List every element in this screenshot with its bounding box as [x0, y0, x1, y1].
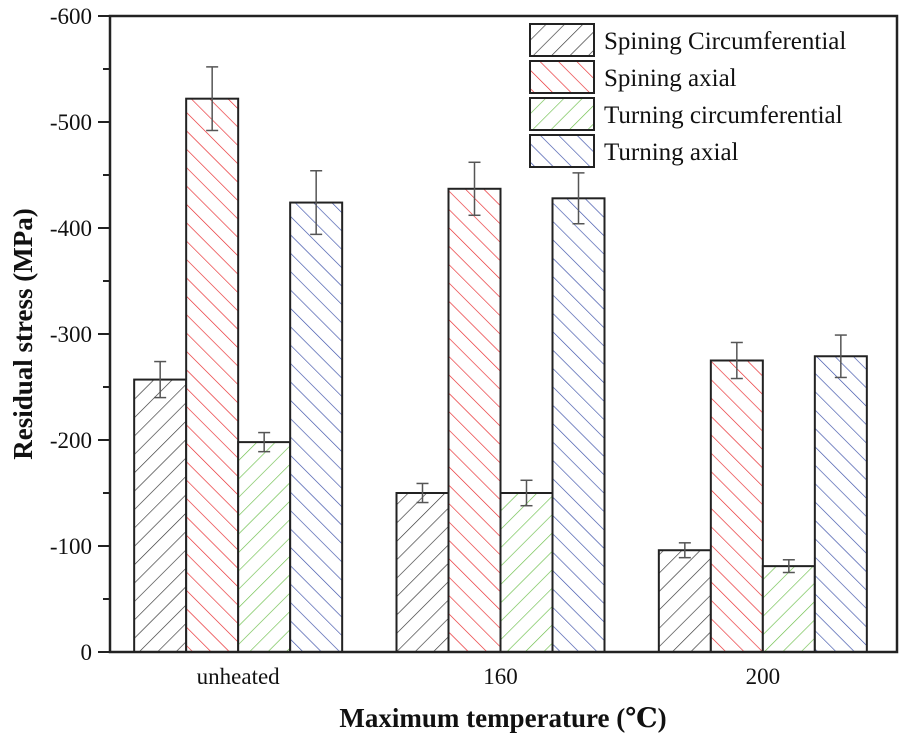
legend-swatch: [529, 23, 595, 57]
x-axis-label: Maximum temperature (℃): [339, 703, 666, 733]
y-tick-label: -300: [50, 322, 92, 347]
error-bar: [258, 431, 271, 453]
y-tick-label: -600: [50, 4, 92, 29]
y-tick-label: 0: [81, 640, 93, 665]
bars-layer: [133, 97, 868, 654]
x-tick-label: 200: [746, 664, 781, 689]
error-bar: [520, 479, 533, 507]
error-bar: [730, 341, 743, 380]
legend-swatch: [529, 97, 595, 131]
error-bar: [678, 542, 691, 559]
y-tick-label: -100: [50, 534, 92, 559]
bar-spining-circumferential-unheated: [133, 378, 188, 653]
legend-swatch: [529, 60, 595, 94]
bar-spining-axial-160: [447, 187, 502, 653]
bar-turning-axial-160: [551, 197, 606, 653]
error-bar: [416, 482, 429, 504]
legend-item: Turning axial: [529, 134, 739, 168]
y-tick-label: -500: [50, 110, 92, 135]
legend-item: Spining Circumferential: [529, 23, 846, 57]
bar-turning-circumferential-unheated: [237, 441, 292, 653]
error-bar: [206, 66, 219, 132]
error-bar: [782, 559, 795, 574]
x-tick-label: 160: [483, 664, 518, 689]
bar-spining-axial-200: [709, 359, 764, 653]
legend-label: Spining axial: [604, 65, 737, 92]
bar-turning-axial-unheated: [289, 201, 344, 653]
y-tick-label: -200: [50, 428, 92, 453]
legend: Spining Circumferential Spining axial Turn…: [529, 23, 846, 168]
bar-turning-axial-200: [813, 355, 868, 653]
bar-spining-circumferential-160: [395, 492, 450, 653]
bar-spining-circumferential-200: [657, 549, 712, 653]
legend-label: Spining Circumferential: [604, 28, 846, 55]
error-bar: [310, 170, 323, 236]
bar-turning-circumferential-160: [499, 492, 554, 653]
bar-spining-axial-unheated: [185, 97, 240, 654]
legend-item: Turning circumferential: [529, 97, 843, 131]
legend-swatch: [529, 134, 595, 168]
x-axis: unheated 160 200: [197, 664, 780, 689]
error-bar: [572, 172, 585, 225]
legend-item: Spining axial: [529, 60, 737, 94]
error-bar: [468, 161, 481, 217]
error-bars-layer: [154, 66, 847, 574]
error-bar: [834, 334, 847, 379]
x-tick-label: unheated: [197, 664, 281, 689]
error-bar: [154, 360, 167, 399]
legend-label: Turning circumferential: [604, 102, 843, 129]
y-tick-label: -400: [50, 216, 92, 241]
y-axis-label: Residual stress (MPa): [8, 208, 38, 459]
y-axis: 0 -100 -200 -300 -400 -500 -600: [50, 4, 110, 665]
bar-turning-circumferential-200: [761, 565, 816, 654]
legend-label: Turning axial: [604, 139, 739, 166]
